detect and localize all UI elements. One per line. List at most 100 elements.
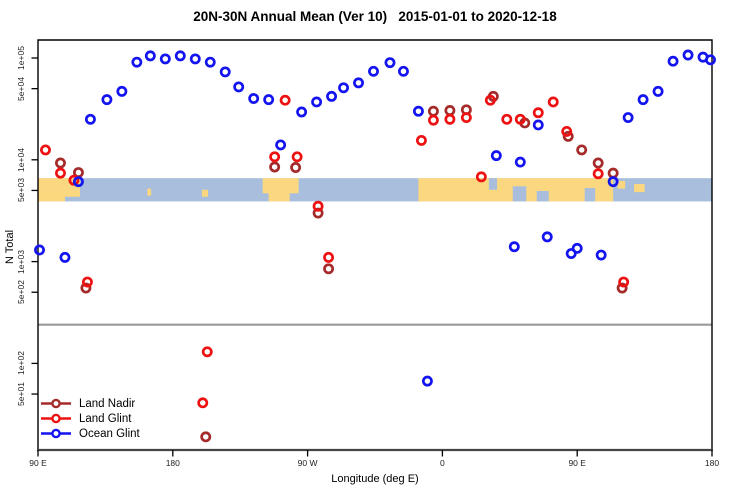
data-point-land-nadir (200, 431, 212, 443)
data-point-ocean-glint (637, 94, 649, 106)
x-axis-label: Longitude (deg E) (331, 473, 419, 485)
map-land-patch (634, 183, 645, 193)
data-point-ocean-glint (296, 106, 308, 118)
legend-marker-icon (41, 428, 71, 439)
data-point-land-glint (460, 112, 472, 124)
data-point-land-nadir (427, 105, 439, 117)
map-land-patch (147, 188, 152, 196)
data-point-ocean-glint (398, 65, 409, 77)
data-point-land-glint (312, 200, 324, 212)
legend-item: Ocean Glint (40, 426, 140, 441)
data-point-land-nadir (562, 130, 574, 142)
data-point-ocean-glint (326, 90, 338, 102)
y-tick-label: 1e+04 (16, 147, 26, 172)
data-point-land-nadir (80, 282, 92, 294)
data-point-ocean-glint (384, 57, 396, 69)
data-point-land-glint (269, 151, 281, 163)
map-water-patch (512, 186, 527, 202)
data-point-land-nadir (323, 263, 335, 275)
legend-item: Land Glint (40, 411, 140, 426)
data-point-land-glint (201, 346, 213, 358)
data-point-ocean-glint (275, 139, 287, 151)
data-point-ocean-glint (541, 231, 553, 243)
data-point-ocean-glint (667, 55, 679, 67)
data-point-ocean-glint (353, 77, 364, 89)
data-point-ocean-glint (101, 94, 113, 106)
chart-title: 20N-30N Annual Mean (Ver 10) 2015-01-01 … (193, 9, 557, 24)
data-point-ocean-glint (131, 56, 143, 68)
plot-border (37, 39, 713, 450)
data-point-ocean-glint (144, 50, 156, 62)
data-point-ocean-glint (412, 105, 424, 117)
map-land-patch (202, 189, 208, 197)
data-point-ocean-glint (622, 112, 634, 124)
legend-marker-icon (41, 413, 71, 424)
map-water-patch (488, 178, 498, 190)
data-point-ocean-glint (59, 251, 71, 263)
data-point-ocean-glint (72, 176, 84, 188)
data-point-land-nadir (55, 157, 66, 169)
data-point-land-nadir (444, 105, 456, 116)
data-point-ocean-glint (705, 54, 716, 66)
x-tick-label: 180 (704, 458, 720, 468)
data-point-land-glint (592, 168, 604, 180)
map-land-patch (262, 178, 299, 194)
data-point-ocean-glint (532, 119, 544, 131)
data-point-land-glint (484, 94, 496, 106)
data-point-ocean-glint (607, 176, 619, 188)
data-point-ocean-glint (682, 49, 694, 61)
data-point-ocean-glint (338, 82, 349, 94)
data-point-ocean-glint (652, 85, 664, 97)
data-point-ocean-glint (565, 248, 577, 259)
data-point-land-glint (561, 125, 573, 137)
data-point-land-nadir (290, 162, 302, 173)
data-point-ocean-glint (311, 96, 323, 108)
data-point-ocean-glint (189, 53, 201, 65)
data-point-ocean-glint (490, 150, 502, 162)
data-point-ocean-glint (34, 244, 45, 256)
x-tick-label: 90 E (568, 458, 586, 468)
data-point-ocean-glint (368, 65, 379, 77)
y-tick-label: 1e+02 (16, 351, 26, 376)
y-tick-label: 5e+04 (16, 76, 26, 101)
data-point-land-nadir (312, 207, 324, 219)
map-water-patch (536, 190, 549, 202)
y-tick-label: 5e+03 (16, 178, 26, 203)
data-point-ocean-glint (116, 85, 128, 97)
data-point-land-glint (618, 276, 630, 288)
x-tick-label: 90 E (29, 458, 47, 468)
data-point-land-glint (197, 397, 209, 409)
data-point-land-nadir (592, 157, 604, 169)
y-tick-label: 5e+01 (16, 382, 26, 406)
y-tick-label: 1e+05 (16, 46, 26, 70)
data-point-land-glint (427, 114, 439, 126)
data-point-land-glint (81, 276, 93, 288)
x-tick-label: 0 (440, 458, 445, 468)
legend-marker-icon (41, 398, 71, 409)
data-point-ocean-glint (263, 94, 275, 106)
data-point-land-glint (55, 167, 66, 179)
data-point-land-glint (547, 96, 559, 108)
data-point-ocean-glint (421, 375, 433, 387)
data-point-ocean-glint (204, 56, 216, 68)
data-point-ocean-glint (248, 93, 260, 104)
data-point-ocean-glint (233, 81, 245, 93)
legend-item: Land Nadir (40, 396, 140, 411)
data-point-land-glint (532, 107, 544, 119)
data-point-land-glint (415, 134, 427, 146)
legend: Land Nadir Land Glint Ocean Glint (40, 396, 140, 441)
data-point-land-nadir (576, 144, 588, 156)
data-point-land-nadir (269, 161, 281, 173)
map-water-patch (584, 187, 596, 202)
y-tick-label: 1e+03 (16, 249, 26, 274)
data-point-ocean-glint (219, 66, 231, 78)
data-point-ocean-glint (595, 249, 607, 261)
legend-item-label: Ocean Glint (79, 427, 140, 440)
data-point-land-glint (501, 113, 513, 125)
map-land-patch (617, 180, 626, 189)
data-point-land-glint (291, 151, 303, 163)
data-point-land-glint (40, 144, 51, 156)
y-tick-label: 5e+02 (16, 280, 26, 305)
